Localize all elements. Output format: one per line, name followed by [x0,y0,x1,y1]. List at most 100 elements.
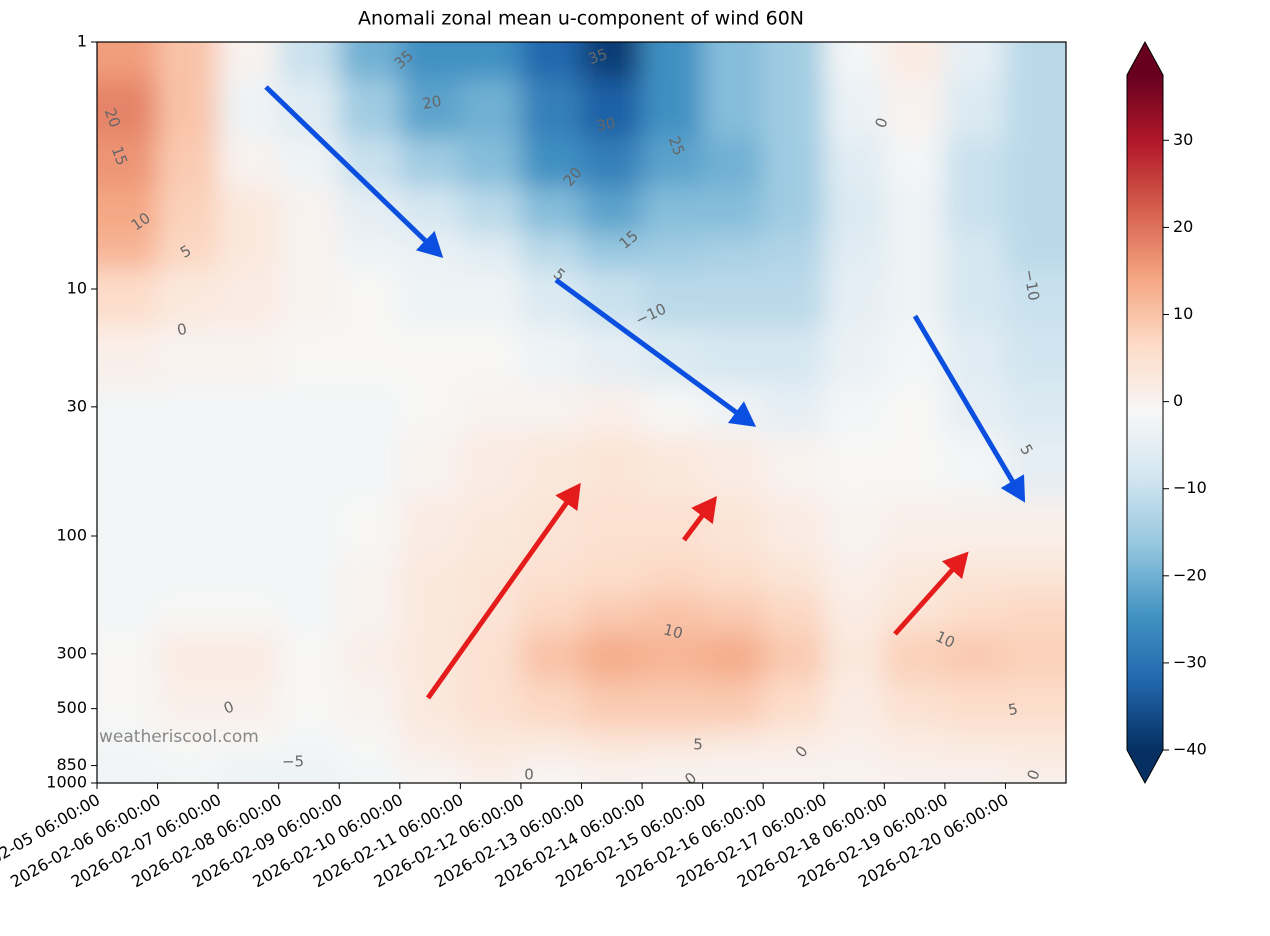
field-cell [884,726,946,756]
field-cell [97,42,159,80]
field-cell [157,434,219,500]
field-cell [642,726,704,756]
contour-label: −5 [282,753,304,771]
field-cell [157,138,219,188]
field-cell [702,726,764,756]
field-cell [763,434,825,500]
field-cell [1005,498,1066,559]
field-cell [520,138,582,188]
field-cell [520,232,582,271]
field-cell [702,774,764,783]
field-cell [399,726,461,756]
field-cell [702,326,764,386]
colorbar-tick-label: −30 [1173,652,1207,671]
arrow [912,314,1026,503]
field-cell [642,385,704,435]
field-cell [339,726,401,756]
field-cell [1005,681,1066,728]
field-cell [157,681,219,728]
contour-label: 30 [595,114,617,135]
field-cell [884,187,946,234]
field-cell [460,187,522,234]
field-cell [763,726,825,756]
field-cell [399,594,461,633]
field-cell [702,594,764,633]
field-cell [97,557,159,596]
colorbar-extend-top [1127,42,1163,75]
field-cell [97,232,159,271]
field-cell [339,138,401,188]
colorbar-tick-label: 30 [1173,130,1193,149]
field-cell [339,42,401,80]
field-cell [823,594,885,633]
field-cell [278,42,340,80]
field-cell [97,632,159,682]
field-cell [823,42,885,80]
arrow [893,551,969,636]
field-cell [278,232,340,271]
field-cell [1005,557,1066,596]
field-cell [642,269,704,327]
field-cell [642,681,704,728]
field-cell [97,594,159,633]
field-cell [581,434,643,500]
field-cell [884,326,946,386]
field-cell [1005,79,1066,139]
colorbar-extend-bottom [1127,750,1163,783]
field-cell [823,434,885,500]
field-cell [944,632,1006,682]
field-cell [218,269,280,327]
field-cell [823,385,885,435]
field-cell [460,594,522,633]
field-cell [278,557,340,596]
field-cell [763,187,825,234]
field-cell [97,774,159,783]
y-tick-label: 100 [56,526,87,545]
field-cell [157,385,219,435]
contour-label: 0 [524,766,534,784]
chart-title: Anomali zonal mean u-component of wind 6… [358,8,804,30]
field-cell [399,326,461,386]
y-tick-label: 500 [56,698,87,717]
field-cell [278,187,340,234]
field-cell [278,138,340,188]
field-cell [97,755,159,775]
contour-label: −10 [1020,268,1043,302]
y-tick-label: 10 [67,279,87,298]
field-cell [399,632,461,682]
arrow [682,496,717,542]
field-cell [520,187,582,234]
field-cell [460,726,522,756]
field-cell [520,594,582,633]
field-cell [884,79,946,139]
field-cell [218,385,280,435]
field-cell [642,755,704,775]
field-cell [642,79,704,139]
field-cell [157,269,219,327]
field-cell [581,681,643,728]
field-cell [278,385,340,435]
field-cell [581,594,643,633]
field-cell [581,385,643,435]
field-cell [460,385,522,435]
field-cell [520,269,582,327]
field-cell [763,594,825,633]
contour-label: 20 [421,92,443,113]
y-tick-label: 30 [67,396,87,415]
field-cell [460,326,522,386]
field-cell [339,269,401,327]
field-cell [339,232,401,271]
field-cell [1005,138,1066,188]
field-cell [460,498,522,559]
field-cell [399,269,461,327]
field-cell [97,681,159,728]
y-tick-label: 850 [56,755,87,774]
colorbar-gradient [1127,75,1163,750]
field-cell [702,269,764,327]
field-cell [520,774,582,783]
field-cell [520,434,582,500]
field-cell [944,774,1006,783]
field-cell [339,557,401,596]
field-cell [944,187,1006,234]
field-cell [339,498,401,559]
